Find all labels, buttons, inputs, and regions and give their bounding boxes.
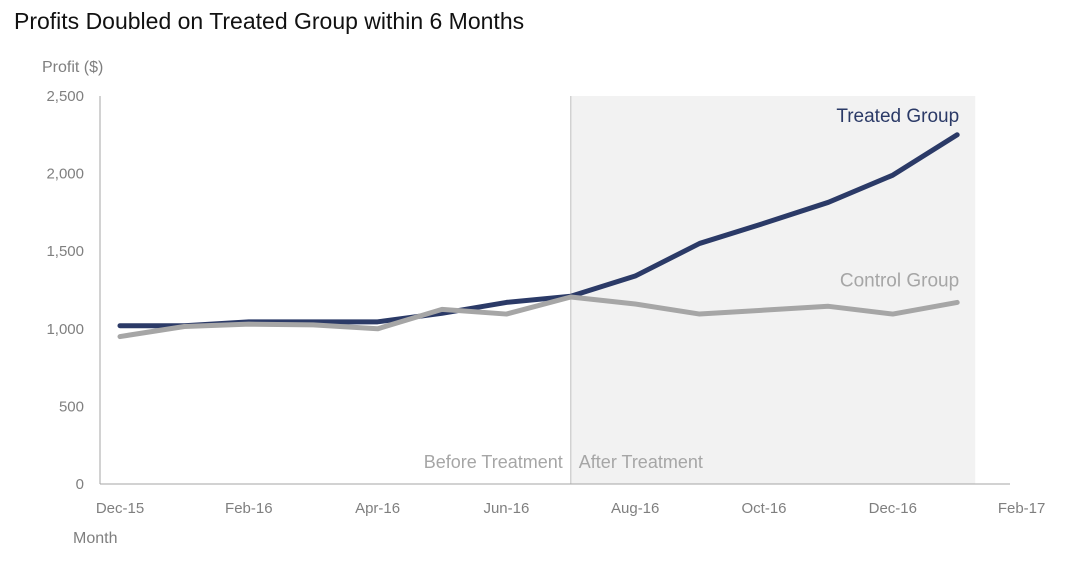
series-group: Treated Group Control Group [117, 106, 960, 340]
y-tick-labels: 0 500 1,000 1,500 2,000 2,500 [46, 88, 84, 493]
after-treatment-label: After Treatment [579, 452, 703, 472]
y-axis-label: Profit ($) [42, 59, 103, 76]
x-tick-label: Jun-16 [483, 500, 529, 517]
y-tick-label: 2,000 [46, 166, 84, 183]
x-tick-labels: Dec-15 Feb-16 Apr-16 Jun-16 Aug-16 Oct-16 Dec-… [96, 500, 1046, 517]
y-tick-label: 0 [76, 476, 84, 493]
series-line-control [117, 294, 960, 340]
after-treatment-shading [570, 96, 976, 484]
x-tick-label: Apr-16 [355, 500, 400, 517]
y-tick-label: 1,500 [46, 243, 84, 260]
x-tick-label: Dec-15 [96, 500, 144, 517]
x-tick-label: Feb-16 [225, 500, 273, 517]
x-axis-label: Month [73, 530, 117, 547]
series-label-treated: Treated Group [836, 106, 959, 127]
y-tick-label: 500 [59, 398, 84, 415]
series-label-control: Control Group [840, 270, 959, 291]
x-tick-label: Aug-16 [611, 500, 659, 517]
before-treatment-label: Before Treatment [424, 452, 563, 472]
x-tick-label: Oct-16 [741, 500, 786, 517]
x-tick-label: Feb-17 [998, 500, 1046, 517]
chart-title: Profits Doubled on Treated Group within … [14, 8, 525, 34]
x-tick-label: Dec-16 [869, 500, 917, 517]
y-tick-label: 2,500 [46, 88, 84, 105]
y-tick-label: 1,000 [46, 321, 84, 338]
